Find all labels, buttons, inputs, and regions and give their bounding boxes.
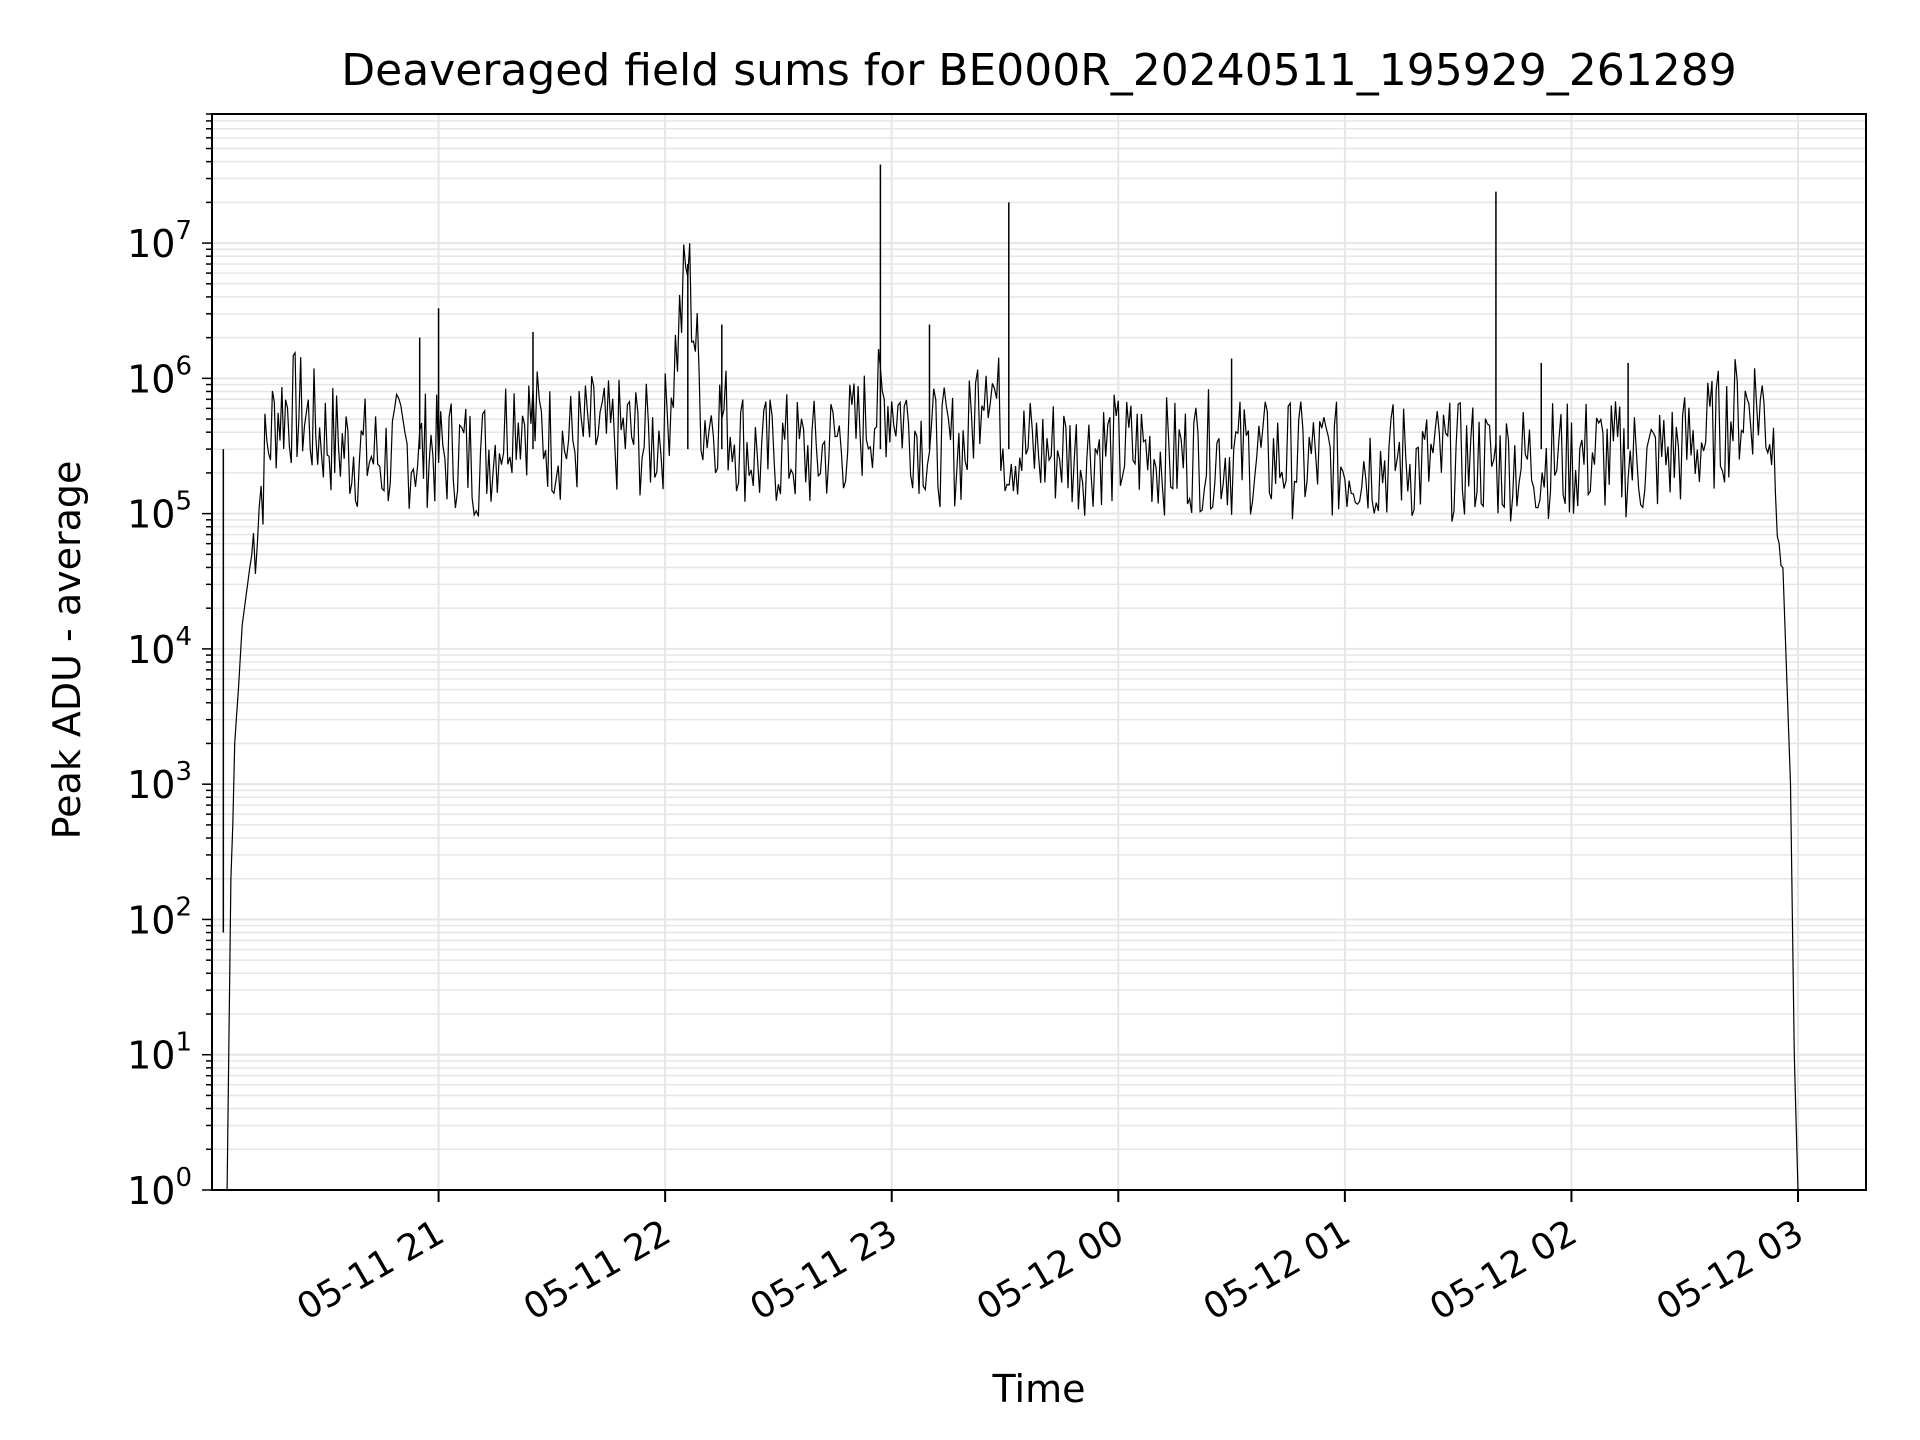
y-tick-label: 104 <box>127 622 192 672</box>
grid-layer <box>212 113 1866 1191</box>
x-tick-label: 05-11 22 <box>517 1212 678 1328</box>
x-axis-label: Time <box>992 1367 1086 1411</box>
y-tick-label: 105 <box>127 487 192 537</box>
y-axis-label: Peak ADU - average <box>45 461 89 840</box>
y-tick-label: 102 <box>127 892 192 942</box>
x-tick-label: 05-12 02 <box>1423 1212 1584 1328</box>
x-tick-label: 05-11 21 <box>290 1212 451 1328</box>
data-layer <box>222 164 1799 1191</box>
x-tick-label: 05-11 23 <box>744 1212 905 1328</box>
y-tick-label: 100 <box>127 1163 192 1213</box>
plot-frame <box>211 113 1867 1191</box>
series-line <box>226 243 1799 1191</box>
y-tick-label: 107 <box>127 216 192 266</box>
x-tick-label: 05-12 00 <box>970 1212 1131 1328</box>
x-tick-label: 05-12 01 <box>1197 1212 1358 1328</box>
x-tick-label: 05-12 03 <box>1650 1212 1811 1328</box>
y-tick-label: 101 <box>127 1028 192 1078</box>
y-tick-label: 106 <box>127 351 192 401</box>
y-tick-label: 103 <box>127 757 192 807</box>
chart-title: Deaveraged field sums for BE000R_2024051… <box>341 45 1736 96</box>
